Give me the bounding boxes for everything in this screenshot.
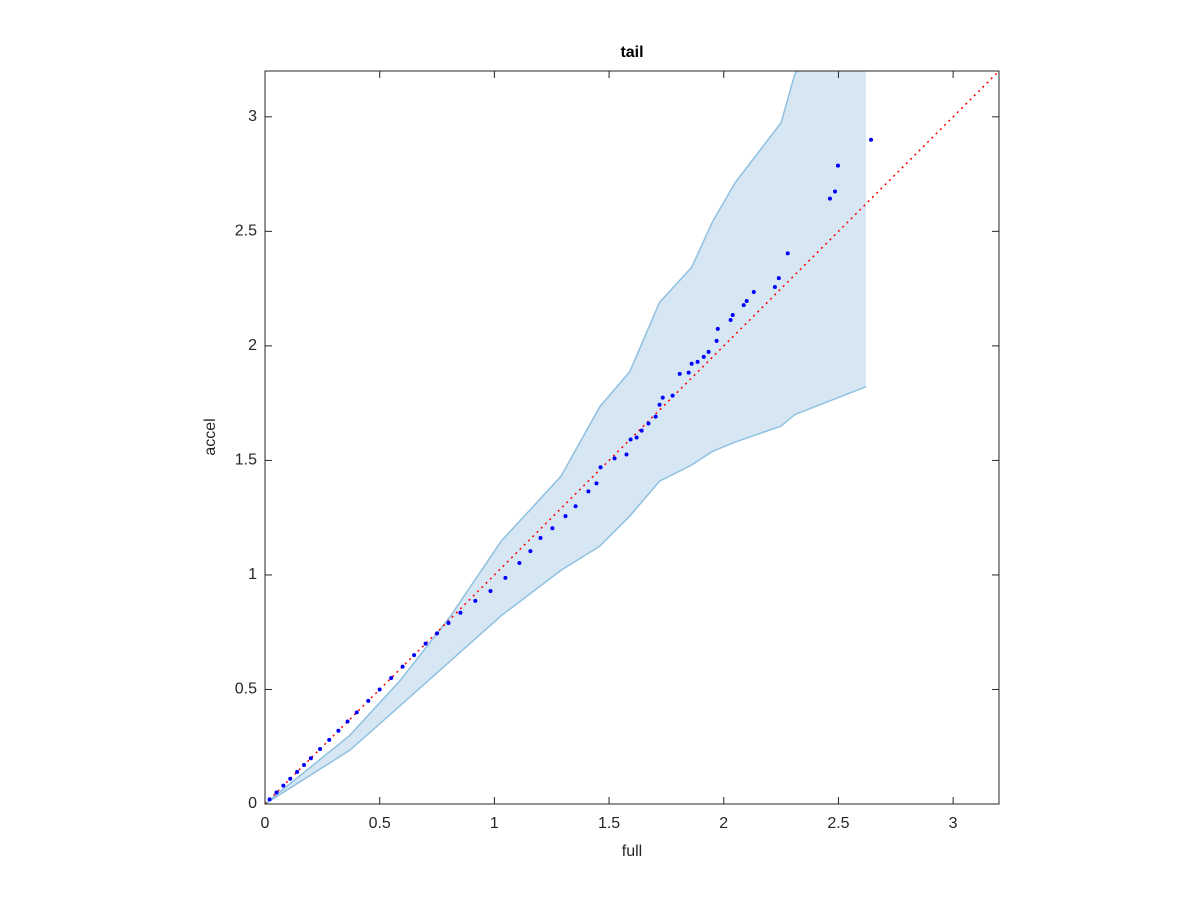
y-tick-label: 1 [248, 566, 257, 583]
data-point [528, 549, 533, 554]
data-point [423, 641, 428, 646]
data-point [318, 747, 323, 752]
data-point [488, 588, 493, 593]
data-point [400, 664, 405, 669]
y-tick-label: 3 [248, 108, 257, 125]
x-tick-label: 0.5 [369, 815, 391, 832]
x-tick-label: 0 [261, 815, 270, 832]
data-point [336, 728, 341, 733]
data-point [435, 631, 440, 636]
data-point [744, 298, 749, 303]
data-point [639, 428, 644, 433]
data-point [653, 414, 658, 419]
data-point [701, 354, 706, 359]
y-tick-label: 2 [248, 337, 257, 354]
plot-area [265, 71, 999, 804]
data-point [473, 598, 478, 603]
data-point [772, 285, 777, 290]
data-point [628, 437, 633, 442]
data-point [308, 756, 313, 761]
reference-line [265, 71, 999, 804]
data-point [412, 653, 417, 658]
x-tick-label: 3 [949, 815, 958, 832]
data-point [366, 698, 371, 703]
data-point [728, 317, 733, 322]
x-tick-label: 2 [719, 815, 728, 832]
data-point [776, 276, 781, 281]
data-point [624, 452, 629, 457]
data-point [677, 371, 682, 376]
axes-box [264, 70, 1000, 805]
data-point [274, 790, 279, 795]
axes: 0 0.5 1 1.5 2 2.5 3 0 0.5 1 1.5 2 2.5 3 [235, 70, 1000, 832]
y-tick-label: 1.5 [235, 452, 257, 469]
data-point [267, 797, 272, 802]
data-point [715, 326, 720, 331]
x-tick-label: 2.5 [827, 815, 849, 832]
data-point [714, 338, 719, 343]
x-tick-label: 1 [490, 815, 499, 832]
data-point [563, 514, 568, 519]
data-point [354, 710, 359, 715]
data-point [295, 769, 300, 774]
data-point [660, 395, 665, 400]
data-point [377, 687, 382, 692]
y-tick-label: 0 [248, 795, 257, 812]
data-point [345, 719, 350, 724]
data-point [827, 196, 832, 201]
data-point [517, 561, 522, 566]
data-point [594, 481, 599, 486]
data-point [730, 312, 735, 317]
data-point [446, 621, 451, 626]
confidence-band [265, 71, 866, 804]
data-point [550, 526, 555, 531]
y-tick-label: 2.5 [235, 223, 257, 240]
data-point [695, 359, 700, 364]
data-point [657, 402, 662, 407]
band-lower-edge [265, 385, 867, 804]
data-point [634, 435, 639, 440]
data-point [689, 361, 694, 366]
data-point [288, 776, 293, 781]
data-point [301, 763, 306, 768]
x-tick-label: 1.5 [598, 815, 620, 832]
data-point [458, 610, 463, 615]
data-point [598, 465, 603, 470]
data-point [751, 290, 756, 295]
data-point [670, 393, 675, 398]
data-point [538, 536, 543, 541]
data-point [785, 251, 790, 256]
y-tick-label: 0.5 [235, 681, 257, 698]
x-axis-label: full [622, 843, 642, 860]
data-point [741, 303, 746, 308]
band-upper-edge [265, 71, 799, 804]
data-point [327, 737, 332, 742]
data-point [389, 676, 394, 681]
data-point [586, 489, 591, 494]
data-point [646, 421, 651, 426]
data-point [573, 504, 578, 509]
data-point [281, 783, 286, 788]
y-axis-label: accel [202, 418, 219, 455]
data-point [706, 349, 711, 354]
data-point [503, 575, 508, 580]
data-point [832, 189, 837, 194]
data-point [612, 456, 617, 461]
chart-title: tail [620, 44, 643, 61]
data-point [686, 370, 691, 375]
data-point [869, 137, 874, 142]
data-point [835, 163, 840, 168]
